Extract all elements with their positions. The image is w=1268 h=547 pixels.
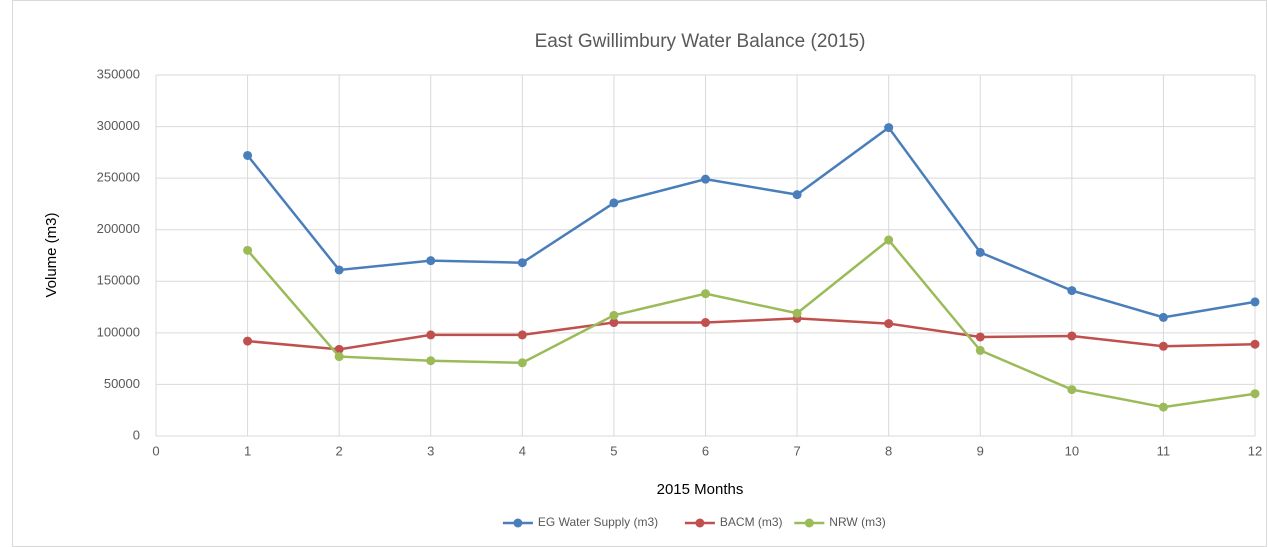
data-point: [609, 198, 619, 208]
chart-border: [12, 0, 1267, 547]
data-point: [884, 235, 894, 245]
data-point: [1067, 385, 1077, 395]
x-tick-label: 2: [336, 443, 343, 458]
data-point: [426, 330, 436, 340]
data-point: [517, 258, 527, 268]
data-point: [1067, 286, 1077, 296]
data-point: [1067, 331, 1077, 341]
data-point: [426, 356, 436, 366]
data-point: [334, 344, 344, 354]
data-point: [792, 308, 802, 318]
data-point: [1250, 339, 1260, 349]
y-tick-label: 350000: [97, 66, 140, 81]
data-point: [243, 150, 253, 160]
data-point: [1158, 341, 1168, 351]
x-tick-label: 7: [793, 443, 800, 458]
y-tick-label: 200000: [97, 221, 140, 236]
x-tick-label: 6: [702, 443, 709, 458]
data-point: [975, 345, 985, 355]
legend-label: EG Water Supply (m3): [538, 515, 658, 529]
data-point: [701, 289, 710, 299]
data-point: [609, 318, 619, 328]
legend-marker: [695, 518, 705, 528]
data-point: [701, 318, 710, 328]
x-tick-label: 1: [244, 443, 251, 458]
data-point: [884, 319, 894, 329]
data-point: [975, 332, 985, 342]
data-point: [1158, 312, 1168, 322]
legend-label: BACM (m3): [720, 515, 783, 529]
chart-title: East Gwillimbury Water Balance (2015): [535, 31, 866, 52]
y-tick-label: 0: [133, 427, 140, 442]
data-point: [334, 265, 344, 275]
data-point: [1250, 389, 1260, 399]
y-tick-label: 100000: [97, 324, 140, 339]
series-line: [246, 125, 1256, 319]
legend-marker: [513, 518, 523, 528]
data-point: [1250, 297, 1260, 307]
data-point: [243, 245, 253, 255]
legend-label: NRW (m3): [829, 515, 885, 529]
data-point: [243, 336, 253, 346]
x-tick-label: 3: [427, 443, 434, 458]
data-point: [609, 310, 619, 320]
x-tick-label: 5: [610, 443, 617, 458]
series-line: [246, 238, 1256, 409]
x-tick-label: 9: [977, 443, 984, 458]
x-tick-label: 12: [1248, 443, 1262, 458]
x-tick-label: 0: [152, 443, 159, 458]
y-tick-label: 150000: [97, 273, 140, 288]
y-tick-label: 50000: [104, 376, 140, 391]
data-point: [884, 123, 894, 133]
x-tick-label: 10: [1065, 443, 1079, 458]
data-point: [517, 330, 527, 340]
data-point: [426, 256, 436, 266]
data-point: [517, 358, 527, 368]
data-point: [792, 190, 802, 200]
data-point: [334, 352, 344, 362]
y-axis-label: Volume (m3): [43, 212, 60, 297]
x-tick-label: 11: [1157, 443, 1171, 458]
x-axis-label: 2015 Months: [657, 481, 744, 498]
series-line: [247, 317, 1256, 351]
y-tick-label: 250000: [97, 170, 140, 185]
x-tick-label: 4: [519, 443, 526, 458]
x-tick-label: 8: [885, 443, 892, 458]
y-tick-label: 300000: [97, 118, 140, 133]
legend-marker: [804, 518, 814, 528]
data-point: [975, 247, 985, 257]
data-point: [701, 174, 710, 184]
data-point: [1158, 402, 1168, 412]
